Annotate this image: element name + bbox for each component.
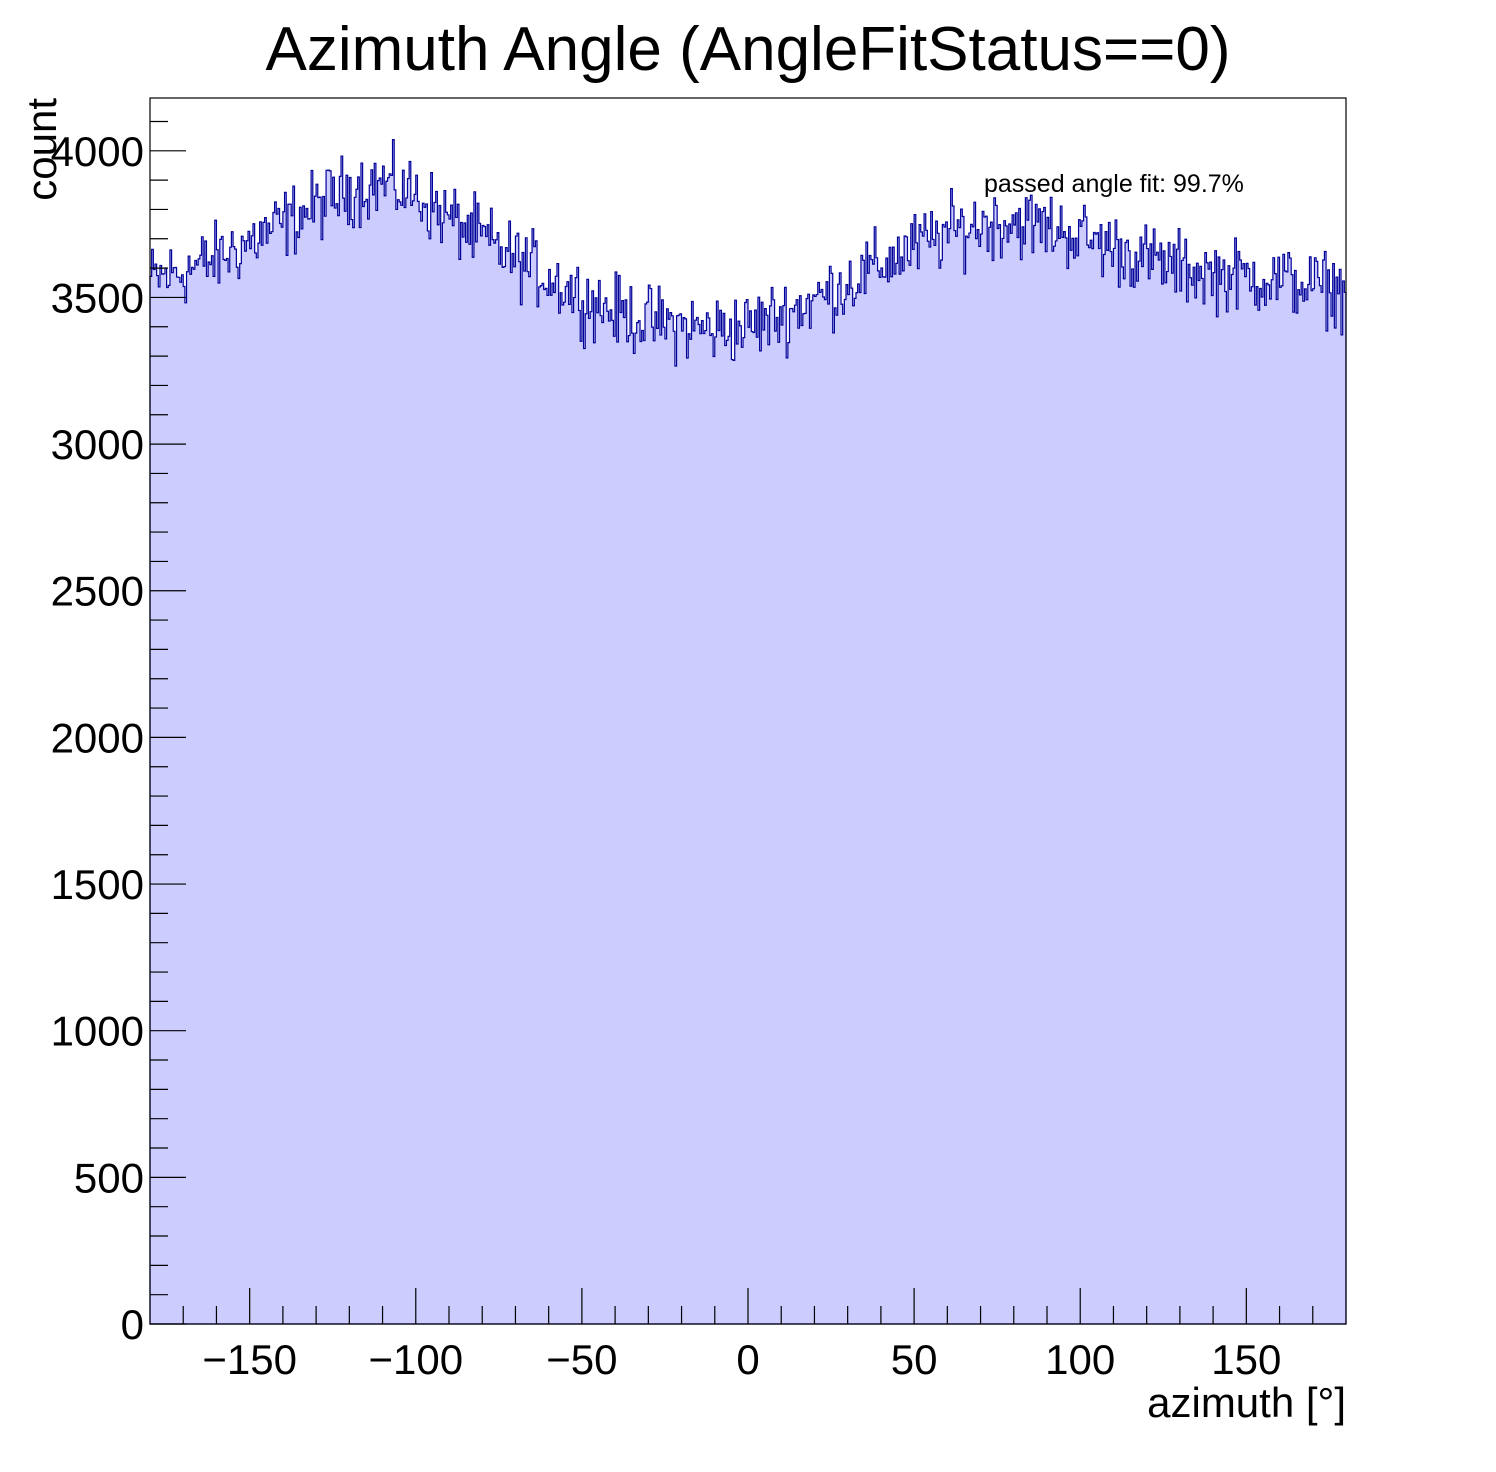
x-tick-label: −50 xyxy=(546,1336,617,1383)
x-tick-label: 0 xyxy=(736,1336,759,1383)
y-tick-label: 2000 xyxy=(51,714,144,761)
y-tick-label: 1000 xyxy=(51,1008,144,1055)
fit-annotation: passed angle fit: 99.7% xyxy=(984,170,1244,198)
chart-title: Azimuth Angle (AngleFitStatus==0) xyxy=(266,15,1231,84)
x-axis-title: azimuth [°] xyxy=(1147,1379,1346,1426)
y-tick-label: 4000 xyxy=(51,128,144,175)
x-tick-label: 50 xyxy=(891,1336,938,1383)
y-axis-title: count xyxy=(18,98,65,201)
y-tick-label: 3000 xyxy=(51,421,144,468)
histogram-bars xyxy=(149,139,1347,1325)
x-tick-label: −150 xyxy=(202,1336,297,1383)
y-tick-label: 2500 xyxy=(51,568,144,615)
y-tick-label: 500 xyxy=(74,1154,144,1201)
x-tick-label: 150 xyxy=(1211,1336,1281,1383)
y-tick-label: 1500 xyxy=(51,861,144,908)
y-tick-label: 0 xyxy=(121,1301,144,1348)
x-tick-label: −100 xyxy=(368,1336,463,1383)
y-axis: 0 500 1000 1500 2000 2500 3000 3500 4000 xyxy=(51,120,186,1348)
x-axis: −150 −100 −50 0 50 100 150 xyxy=(182,1288,1314,1383)
plot-area xyxy=(149,97,1347,1325)
y-tick-label: 3500 xyxy=(51,274,144,321)
x-tick-label: 100 xyxy=(1045,1336,1115,1383)
